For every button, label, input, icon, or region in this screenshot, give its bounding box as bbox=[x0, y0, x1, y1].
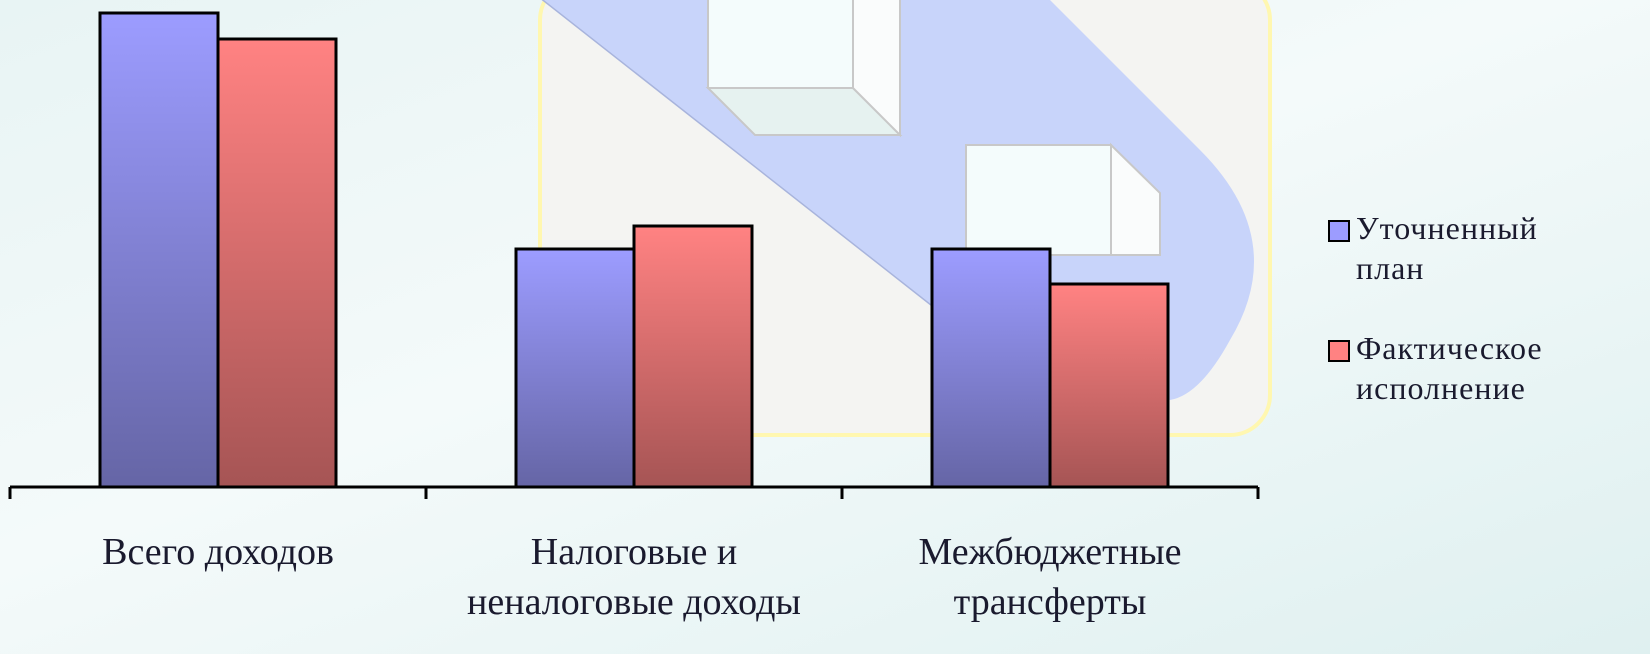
bar bbox=[514, 247, 636, 489]
x-tick-label: Всего доходов bbox=[102, 531, 334, 573]
legend-label: Уточненный план bbox=[1356, 210, 1538, 286]
bar bbox=[1048, 282, 1170, 489]
x-tick-label: Налоговые и неналоговые доходы bbox=[467, 531, 801, 623]
bar bbox=[930, 247, 1052, 489]
legend-label: Фактическое исполнение bbox=[1356, 330, 1543, 406]
legend-swatch bbox=[1328, 220, 1350, 242]
legend-swatch bbox=[1328, 340, 1350, 362]
legend-item: Фактическое исполнение bbox=[1328, 328, 1576, 408]
bar bbox=[98, 11, 220, 489]
bar bbox=[216, 37, 338, 489]
legend-item: Уточненный план bbox=[1328, 208, 1576, 288]
bar bbox=[632, 224, 754, 489]
x-tick-label: Межбюджетные трансферты bbox=[918, 531, 1182, 623]
